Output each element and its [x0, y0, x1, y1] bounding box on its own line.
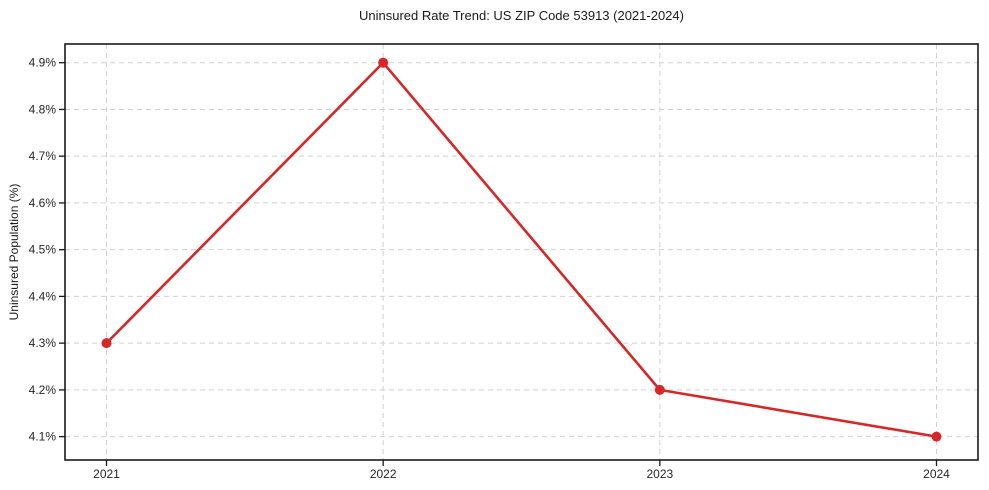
x-tick-label: 2021 — [93, 467, 120, 481]
y-tick-label: 4.6% — [29, 196, 57, 210]
plot-border — [64, 43, 979, 461]
y-tick-label: 4.8% — [29, 102, 57, 116]
y-tick-label: 4.2% — [29, 383, 57, 397]
data-point-2022 — [378, 57, 389, 68]
y-tick-label: 4.9% — [29, 56, 57, 70]
data-point-2023 — [654, 384, 665, 395]
chart-title: Uninsured Rate Trend: US ZIP Code 53913 … — [359, 8, 684, 23]
x-tick-label: 2024 — [923, 467, 950, 481]
y-tick-label: 4.5% — [29, 243, 57, 257]
y-tick-label: 4.3% — [29, 336, 57, 350]
y-tick-label: 4.7% — [29, 149, 57, 163]
data-point-2021 — [101, 338, 112, 349]
y-tick-label: 4.1% — [29, 430, 57, 444]
x-tick-label: 2023 — [646, 467, 673, 481]
trend-line — [105, 61, 938, 438]
x-tick-label: 2022 — [370, 467, 397, 481]
y-tick-label: 4.4% — [29, 289, 57, 303]
data-point-2024 — [931, 431, 942, 442]
